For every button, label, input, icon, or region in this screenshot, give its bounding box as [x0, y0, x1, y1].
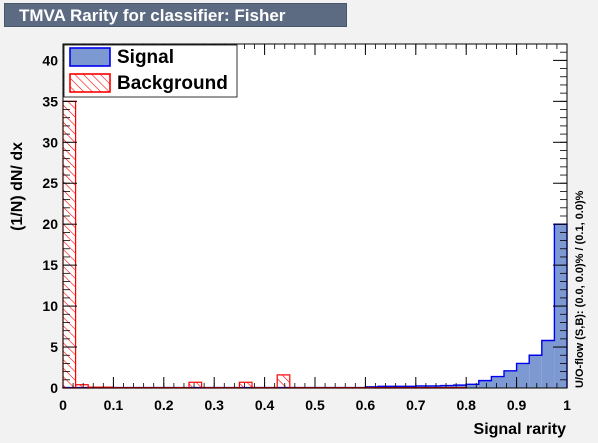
background-bar — [276, 374, 291, 389]
overflow-label: U/O-flow (S,B): (0.0, 0.0)% / (0.1, 0.0)… — [574, 190, 586, 388]
signal-bar — [541, 340, 555, 388]
y-tick-label: 10 — [42, 298, 58, 314]
legend-swatch-background — [69, 73, 111, 93]
legend-label-background: Background — [117, 73, 228, 94]
signal-bar — [453, 385, 467, 388]
x-tick-label: 0.7 — [406, 397, 426, 413]
x-tick-label: 0.8 — [456, 397, 476, 413]
signal-bar — [441, 385, 454, 388]
signal-bar — [504, 370, 517, 388]
signal-bar — [491, 376, 504, 388]
y-tick-label: 35 — [42, 93, 58, 109]
x-tick-label: 0.6 — [356, 397, 376, 413]
x-tick-label: 0.2 — [154, 397, 174, 413]
y-tick-label: 20 — [42, 216, 58, 232]
legend-label-signal: Signal — [117, 47, 174, 68]
background-bar — [62, 100, 77, 389]
x-tick-label: 0.3 — [204, 397, 224, 413]
y-tick-label: 30 — [42, 134, 58, 150]
x-tick-label: 0.1 — [104, 397, 124, 413]
x-tick-label: 0 — [59, 397, 67, 413]
signal-bar — [529, 355, 542, 388]
y-axis-title: (1/N) dN/ dx — [9, 142, 26, 231]
signal-bar — [466, 384, 479, 388]
y-tick-label: 5 — [50, 339, 58, 355]
x-tick-label: 0.4 — [255, 397, 275, 413]
x-tick-label: 0.9 — [507, 397, 527, 413]
y-tick-label: 25 — [42, 175, 58, 191]
background-bar — [188, 381, 203, 389]
legend: Signal Background — [63, 44, 238, 98]
y-tick-label: 0 — [50, 380, 58, 396]
chart-title: TMVA Rarity for classifier: Fisher — [4, 3, 347, 27]
x-axis-title: Signal rarity — [474, 421, 567, 438]
x-tick-label: 1 — [563, 397, 571, 413]
y-tick-label: 40 — [42, 52, 58, 68]
plot-frame-top — [62, 43, 568, 389]
background-bar — [238, 381, 253, 389]
signal-bar — [428, 385, 441, 388]
signal-bar — [415, 385, 429, 388]
y-tick-label: 15 — [42, 257, 58, 273]
signal-bar — [478, 380, 492, 388]
x-tick-label: 0.5 — [305, 397, 325, 413]
legend-swatch-signal — [69, 47, 111, 67]
signal-bar — [516, 363, 530, 388]
